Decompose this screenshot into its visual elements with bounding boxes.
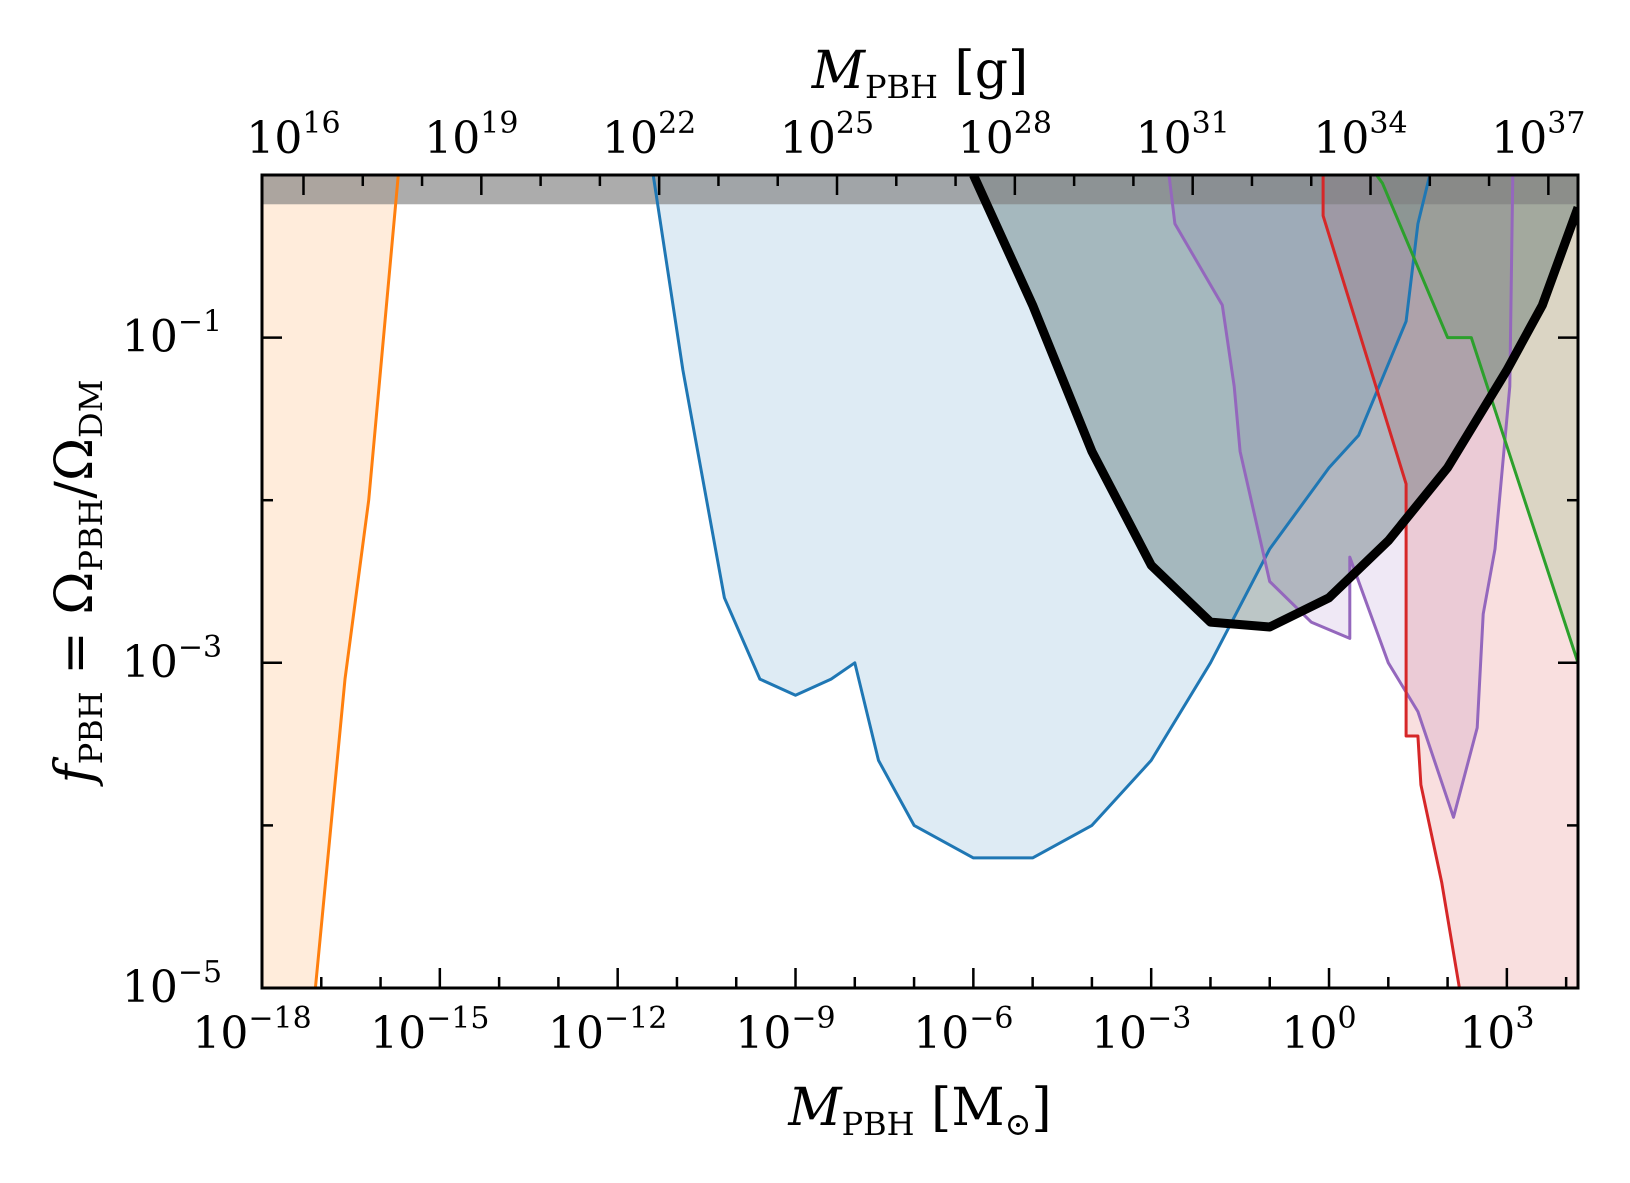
x-tick-label: 10−9 <box>735 1001 835 1059</box>
x-tick-label: 10−18 <box>192 1001 311 1059</box>
top-tick-label: 1031 <box>1136 106 1230 164</box>
y-tick-label: 10−5 <box>122 955 222 1013</box>
y-axis-title: fPBH = ΩPBH/ΩDM <box>45 380 110 788</box>
axis-ticks <box>260 173 1578 990</box>
series-line-4 <box>1321 175 1461 988</box>
constraint-lines <box>313 175 1578 988</box>
series-fill-4 <box>1323 175 1578 988</box>
series-line-6 <box>969 175 1578 632</box>
top-tick-label: 1016 <box>246 106 340 164</box>
series-fill-3 <box>1169 175 1578 818</box>
top-tick-label: 1037 <box>1491 106 1585 164</box>
plot-border <box>260 173 1580 990</box>
x-tick-label: 10−6 <box>913 1001 1013 1059</box>
top-tick-label: 1034 <box>1313 106 1407 164</box>
axis-labels: 10−18 10−15 10−12 10−9 10−6 10−3 100 103 1016 101… <box>45 41 1585 1143</box>
series-fill-1 <box>262 175 399 988</box>
y-tick-label: 10−3 <box>122 630 222 688</box>
top-tick-label: 1025 <box>780 106 874 164</box>
x-axis-title: MPBH [M⊙] <box>787 1078 1051 1143</box>
series-fill-5 <box>1376 175 1578 663</box>
series-line-3 <box>1167 175 1515 819</box>
y-tick-label: 10−1 <box>122 305 222 363</box>
top-tick-label: 1019 <box>424 106 518 164</box>
x-tick-label: 100 <box>1281 1001 1356 1059</box>
x-tick-label: 10−3 <box>1091 1001 1191 1059</box>
x-tick-label: 103 <box>1459 1001 1534 1059</box>
series-line-5 <box>1375 175 1578 664</box>
series-line-1 <box>313 175 400 988</box>
x-tick-label: 10−15 <box>370 1001 489 1059</box>
plot-frame <box>260 173 1580 990</box>
series-fill-2 <box>653 175 1578 858</box>
top-axis-title: MPBH [g] <box>811 41 1029 106</box>
series-line-2 <box>651 175 1432 860</box>
x-tick-label: 10−12 <box>548 1001 667 1059</box>
top-tick-label: 1022 <box>602 106 696 164</box>
top-tick-label: 1028 <box>958 106 1052 164</box>
